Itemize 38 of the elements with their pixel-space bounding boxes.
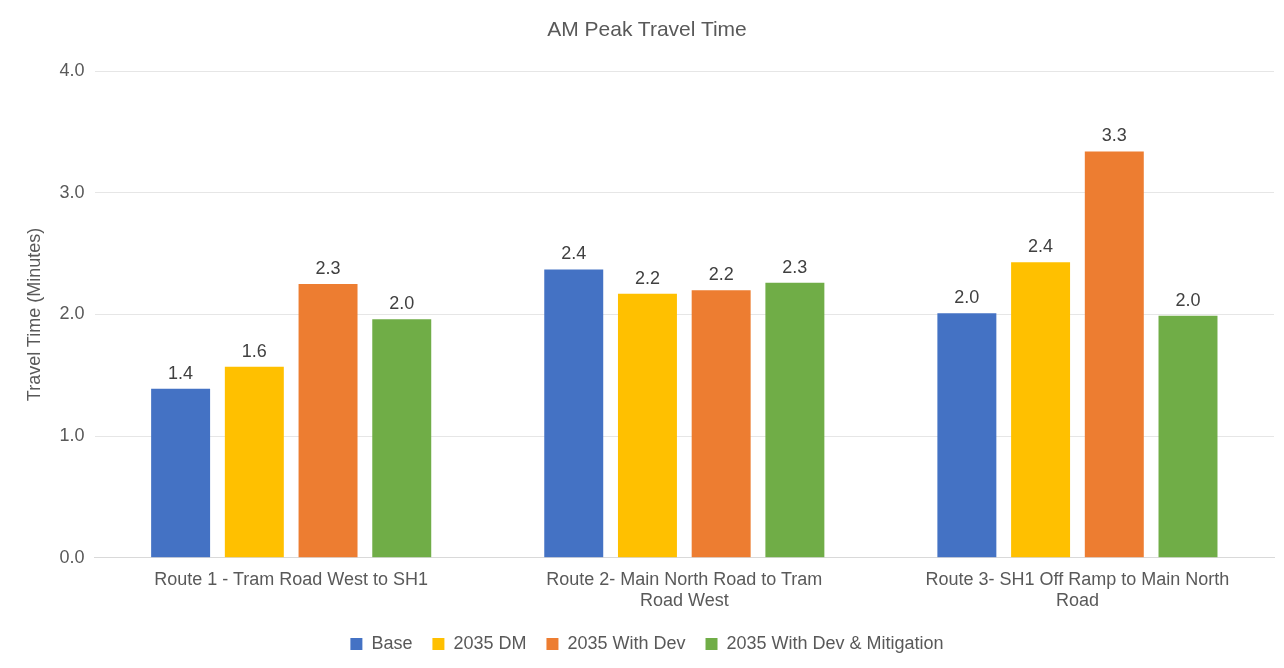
data-label: 2.0 <box>954 287 980 308</box>
bar <box>937 313 997 558</box>
bar <box>617 293 677 558</box>
x-tick-label: Route 2- Main North Road to Tram Road West <box>546 568 823 611</box>
bar <box>224 366 284 558</box>
data-label: 2.0 <box>389 293 415 314</box>
legend-label: 2035 With Dev & Mitigation <box>726 632 944 653</box>
y-tick-label: 4.0 <box>59 60 85 81</box>
bar <box>372 319 432 558</box>
y-axis-title: Travel Time (Minutes) <box>23 227 44 402</box>
data-label: 2.0 <box>1175 289 1201 310</box>
data-label: 2.4 <box>1028 236 1054 257</box>
data-label: 2.2 <box>708 264 734 285</box>
bar <box>298 284 358 558</box>
y-tick-label: 0.0 <box>59 546 85 567</box>
y-tick-label: 1.0 <box>59 425 85 446</box>
legend-label: 2035 With Dev <box>567 632 686 653</box>
y-tick-label: 3.0 <box>59 181 85 202</box>
data-label: 2.3 <box>315 258 341 279</box>
data-label: 2.2 <box>634 267 660 288</box>
bar <box>1158 315 1218 558</box>
bar <box>1011 262 1071 558</box>
x-tick-label: Route 1 - Tram Road West to SH1 <box>154 568 429 589</box>
bar <box>544 269 604 558</box>
bar <box>765 282 825 558</box>
data-label: 2.3 <box>782 256 808 277</box>
legend-label: Base <box>371 632 413 653</box>
bar <box>691 290 751 558</box>
data-label: 1.4 <box>168 362 194 383</box>
chart-title: AM Peak Travel Time <box>547 17 747 41</box>
bar <box>151 388 211 558</box>
data-label: 3.3 <box>1101 125 1127 146</box>
data-label: 1.6 <box>241 340 267 361</box>
legend-label: 2035 DM <box>453 632 527 653</box>
bar <box>1084 151 1144 558</box>
x-tick-label: Route 3- SH1 Off Ramp to Main North Road <box>925 568 1230 611</box>
y-tick-label: 2.0 <box>59 303 85 324</box>
data-label: 2.4 <box>561 243 587 264</box>
